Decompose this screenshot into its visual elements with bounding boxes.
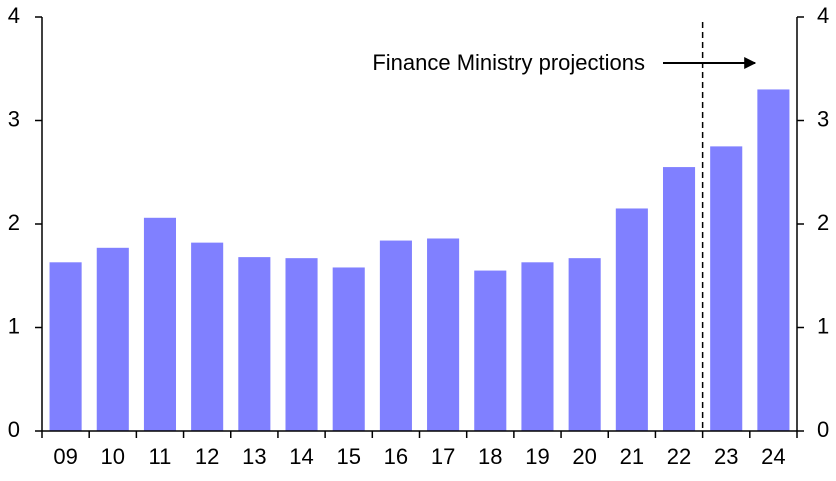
bar (238, 257, 271, 431)
x-tick-label: 18 (478, 444, 502, 469)
x-tick-label: 21 (620, 444, 644, 469)
bar (474, 270, 507, 431)
x-tick-label: 15 (336, 444, 360, 469)
y-tick-label: 2 (8, 210, 20, 235)
y-tick-label: 4 (8, 3, 20, 28)
bar (379, 240, 412, 431)
y2-tick-label: 2 (817, 210, 829, 235)
y-tick-label: 0 (8, 417, 20, 442)
bar (710, 146, 743, 431)
y2-tick-label: 1 (817, 313, 829, 338)
x-tick-label: 09 (53, 444, 77, 469)
x-tick-label: 10 (101, 444, 125, 469)
bar (521, 262, 554, 431)
bar (96, 247, 129, 431)
x-tick-label: 13 (242, 444, 266, 469)
x-tick-label: 20 (572, 444, 596, 469)
bar (191, 242, 224, 431)
y-tick-label: 3 (8, 106, 20, 131)
x-tick-label: 12 (195, 444, 219, 469)
x-tick-label: 14 (289, 444, 313, 469)
bar (615, 208, 648, 431)
y-tick-label: 1 (8, 313, 20, 338)
x-tick-label: 17 (431, 444, 455, 469)
bar (143, 217, 177, 431)
bar (757, 89, 790, 431)
annotation: Finance Ministry projections (372, 50, 645, 75)
y2-tick-label: 3 (817, 106, 829, 131)
x-tick-label: 22 (667, 444, 691, 469)
x-tick-label: 11 (149, 444, 172, 469)
x-tick-label: 24 (761, 444, 785, 469)
x-tick-label: 23 (714, 444, 738, 469)
bar (427, 238, 460, 431)
x-tick-label: 19 (525, 444, 549, 469)
y2-tick-label: 0 (817, 417, 829, 442)
bar (662, 167, 696, 431)
x-tick-label: 16 (384, 444, 408, 469)
bar (332, 267, 365, 431)
bar (49, 262, 82, 431)
y2-tick-label: 4 (817, 3, 829, 28)
bar (568, 258, 601, 431)
bar (285, 258, 318, 431)
